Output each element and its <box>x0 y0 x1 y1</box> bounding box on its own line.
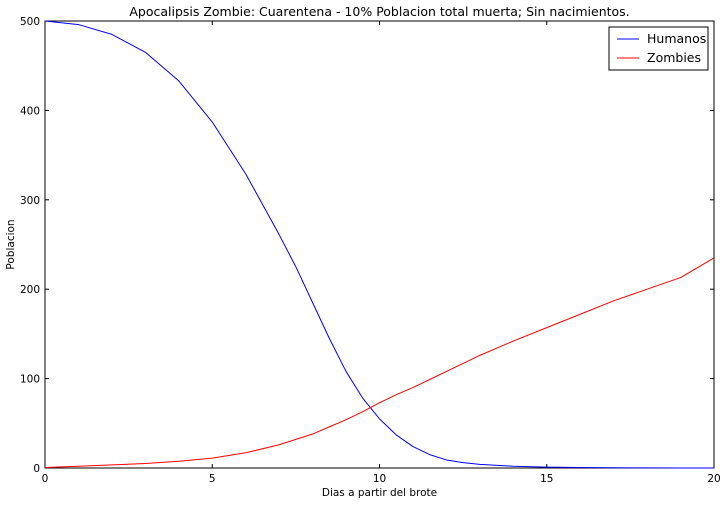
y-tick-label: 500 <box>20 16 40 28</box>
x-tick-label: 0 <box>42 473 49 485</box>
y-tick-label: 0 <box>33 463 40 475</box>
x-tick-label: 10 <box>373 473 386 485</box>
y-tick-label: 300 <box>20 195 40 207</box>
y-tick-label: 400 <box>20 105 40 117</box>
x-tick-label: 15 <box>540 473 553 485</box>
y-axis-label: Poblacion <box>5 219 17 269</box>
y-tick-label: 200 <box>20 284 40 296</box>
series-line-humanos <box>44 20 715 469</box>
x-tick-label: 5 <box>209 473 216 485</box>
chart-title: Apocalipsis Zombie: Cuarentena - 10% Pob… <box>129 4 629 19</box>
legend-box <box>608 26 709 71</box>
legend-label: Zombies <box>647 50 701 65</box>
x-tick-label: 20 <box>707 473 720 485</box>
legend-label: Humanos <box>647 31 706 46</box>
plot-area <box>44 20 715 469</box>
series-lines <box>44 20 715 469</box>
y-tick-label: 100 <box>20 374 40 386</box>
x-axis-label: Dias a partir del brote <box>322 487 437 499</box>
series-line-zombies <box>44 257 715 469</box>
legend: Humanos Zombies <box>608 26 709 71</box>
